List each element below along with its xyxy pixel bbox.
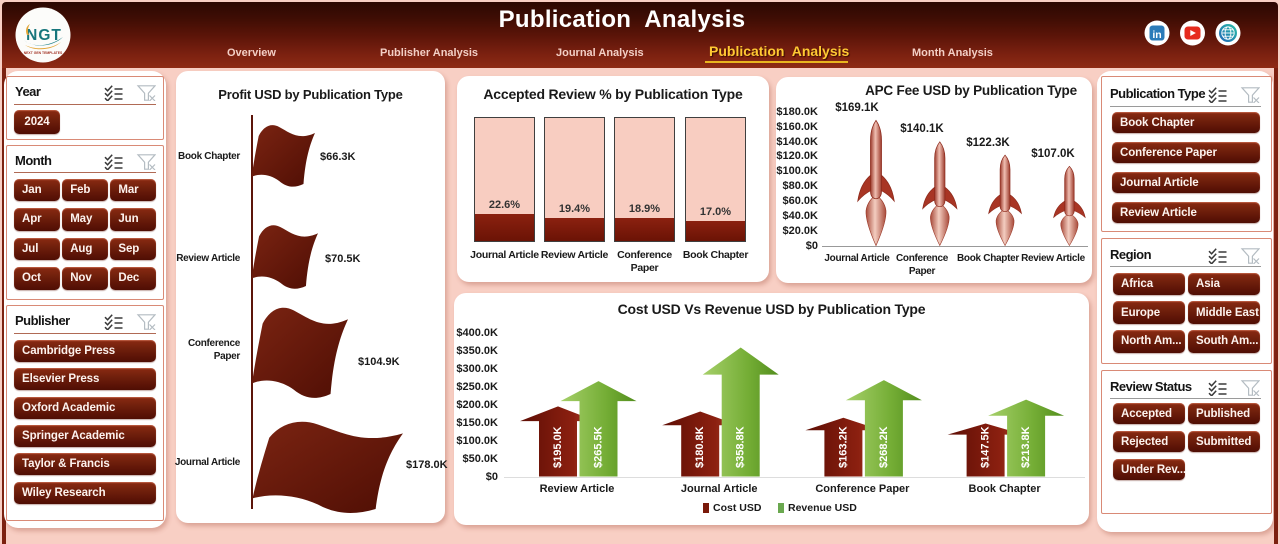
svg-text:NGT: NGT — [26, 27, 62, 44]
svg-text:$163.2K: $163.2K — [837, 426, 849, 468]
svg-text:$180.8K: $180.8K — [694, 426, 706, 468]
svg-text:$358.8K: $358.8K — [735, 426, 747, 468]
svg-text:$195.0K: $195.0K — [552, 426, 564, 468]
svg-text:in: in — [1152, 29, 1161, 41]
svg-text:$213.8K: $213.8K — [1020, 426, 1032, 468]
svg-text:NEXT GEN TEMPLATES: NEXT GEN TEMPLATES — [24, 51, 63, 55]
svg-text:$147.5K: $147.5K — [980, 426, 992, 468]
svg-text:$268.2K: $268.2K — [878, 426, 890, 468]
svg-text:$265.5K: $265.5K — [593, 426, 605, 468]
